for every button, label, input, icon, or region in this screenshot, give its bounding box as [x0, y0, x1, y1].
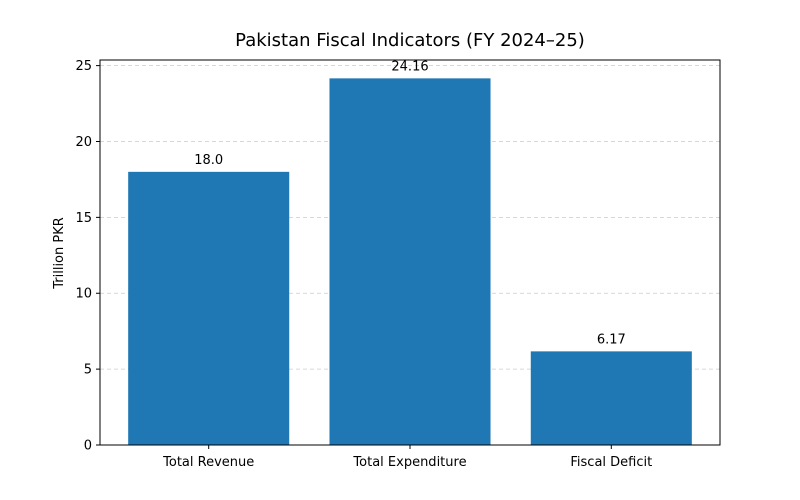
plot-frame	[99, 59, 721, 446]
x-tick-label: Total Revenue	[162, 455, 254, 470]
data-label: 6.17	[597, 332, 626, 347]
bar	[329, 78, 491, 445]
y-tick-label: 25	[75, 59, 92, 74]
y-tick-label: 15	[75, 211, 92, 226]
bar	[128, 171, 290, 446]
bar	[530, 351, 692, 445]
y-tick-label: 5	[84, 363, 92, 378]
x-tick-label: Fiscal Deficit	[570, 455, 652, 470]
data-label: 24.16	[391, 59, 428, 74]
data-label: 18.0	[194, 153, 223, 168]
y-tick-label: 20	[75, 135, 92, 150]
y-axis-label: Trillion PKR	[52, 217, 67, 290]
x-tick-label: Total Expenditure	[352, 455, 466, 470]
chart-title: Pakistan Fiscal Indicators (FY 2024–25)	[235, 30, 585, 51]
y-tick-label: 10	[75, 287, 92, 302]
y-tick-label: 0	[84, 439, 92, 454]
